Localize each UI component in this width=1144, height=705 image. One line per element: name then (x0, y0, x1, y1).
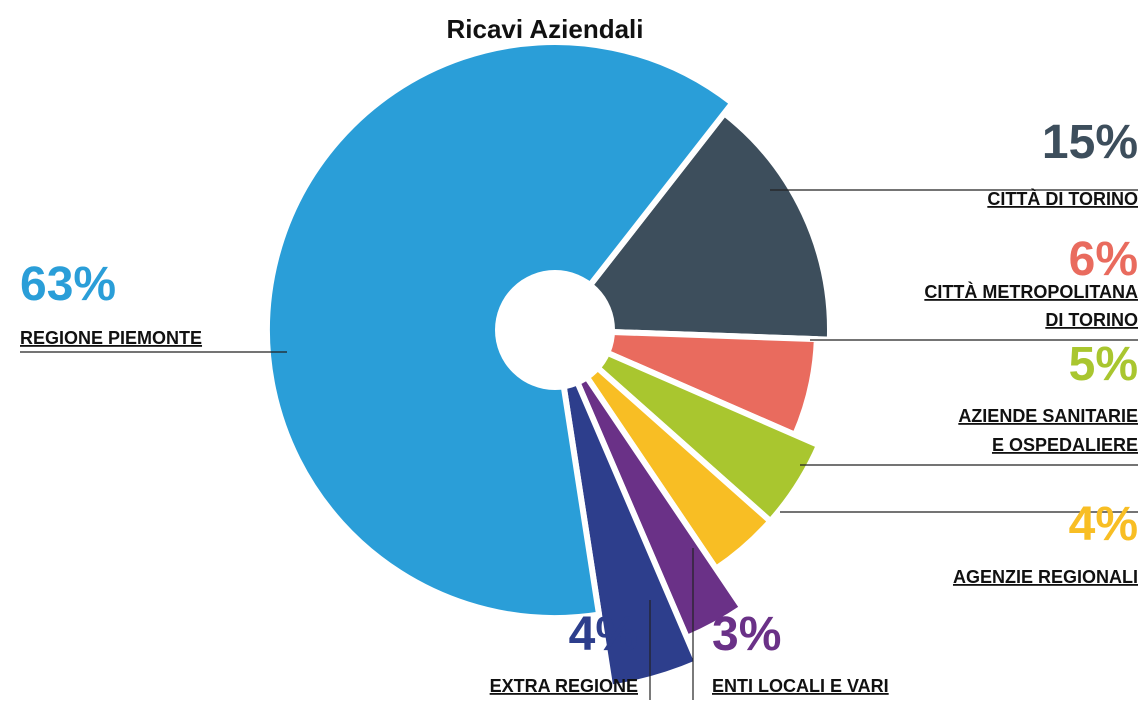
category-label: CITTÀ METROPOLITANA (924, 281, 1138, 302)
donut-hole (495, 270, 615, 390)
category-label: ENTI LOCALI E VARI (712, 676, 889, 696)
category-label: DI TORINO (1045, 310, 1138, 330)
percent-label: 4% (569, 608, 638, 661)
category-label: AGENZIE REGIONALI (953, 567, 1138, 587)
percent-label: 63% (20, 258, 116, 311)
category-label: EXTRA REGIONE (490, 676, 638, 696)
slice (552, 110, 833, 343)
category-label: REGIONE PIEMONTE (20, 328, 202, 348)
percent-label: 6% (1069, 233, 1138, 286)
category-label: E OSPEDALIERE (992, 435, 1138, 455)
category-label: CITTÀ DI TORINO (987, 188, 1138, 209)
category-label: AZIENDE SANITARIE (958, 406, 1138, 426)
percent-label: 3% (712, 608, 781, 661)
slice (552, 327, 701, 691)
chart-title: Ricavi Aziendali (447, 14, 644, 44)
percent-label: 15% (1042, 116, 1138, 169)
percent-label: 5% (1069, 338, 1138, 391)
percent-label: 4% (1069, 498, 1138, 551)
